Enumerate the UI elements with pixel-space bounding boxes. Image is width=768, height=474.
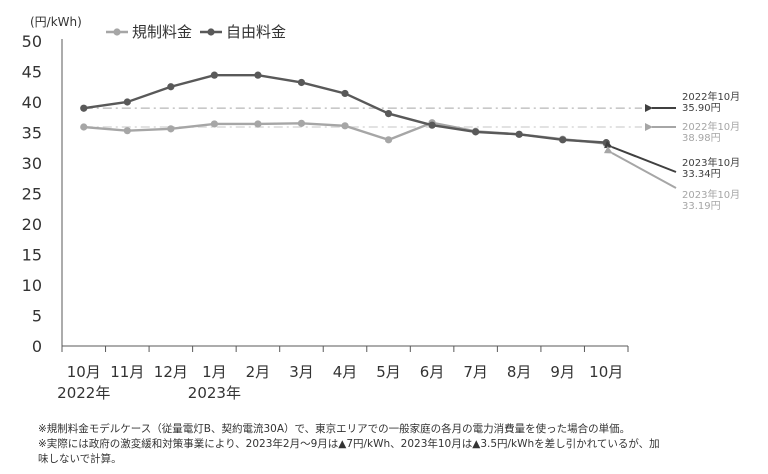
y-tick-label: 0: [32, 337, 42, 356]
y-tick-label: 40: [22, 93, 42, 112]
data-point-series-1: [428, 121, 436, 129]
x-tick-label: 6月: [420, 363, 445, 381]
legend-label-0: 規制料金: [132, 23, 192, 41]
annotation-label: 2022年10月: [682, 90, 740, 103]
x-tick-label: 5月: [376, 363, 401, 381]
data-point-series-1: [210, 71, 218, 79]
data-point-series-0: [297, 119, 306, 127]
y-tick-label: 45: [22, 63, 42, 82]
year-label: 2022年: [57, 384, 110, 402]
y-tick-label: 30: [22, 154, 42, 173]
x-tick-label: 12月: [154, 363, 188, 381]
legend-label-1: 自由料金: [226, 23, 286, 41]
annotation-value: 38.98円: [682, 133, 721, 144]
y-axis-label: (円/kWh): [30, 15, 82, 29]
x-tick-label: 10月: [67, 363, 101, 381]
legend-marker-1: [207, 28, 215, 36]
annotation-value: 33.34円: [682, 169, 721, 180]
x-tick-label: 11月: [110, 363, 144, 381]
y-tick-label: 35: [22, 124, 42, 143]
x-tick-label: 10月: [589, 363, 623, 381]
data-point-series-1: [341, 89, 349, 98]
data-point-series-1: [80, 104, 88, 112]
annotation-label: 2023年10月: [682, 156, 740, 169]
annotation-arrow: [604, 140, 677, 173]
x-tick-label: 4月: [333, 363, 358, 381]
data-point-series-1: [167, 83, 175, 91]
x-tick-label: 1月: [202, 363, 227, 381]
annotation-label: 2022年10月: [682, 120, 740, 133]
x-tick-label: 2月: [246, 363, 271, 381]
x-tick-label: 7月: [463, 363, 488, 381]
footnote-1: ※規制料金モデルケース（従量電灯B、契約電流30A）で、東京エリアでの一般家庭の…: [38, 423, 631, 435]
y-tick-label: 5: [32, 307, 42, 326]
data-point-series-1: [384, 109, 393, 118]
x-tick-label: 8月: [507, 363, 532, 381]
footnote-3: 味しないで計算。: [38, 453, 122, 465]
data-point-series-1: [515, 130, 523, 138]
data-point-series-0: [210, 120, 218, 128]
data-point-series-0: [80, 123, 88, 131]
footnote-2: ※実際には政府の激変緩和対策事業により、2023年2月～9月は▲7円/kWh、2…: [38, 438, 660, 450]
data-point-series-0: [341, 122, 349, 130]
data-point-series-0: [167, 125, 175, 133]
data-point-series-1: [123, 98, 131, 106]
data-point-series-1: [602, 139, 610, 147]
data-point-series-1: [297, 78, 306, 87]
annotation-value: 33.19円: [682, 201, 721, 212]
data-point-series-0: [123, 127, 131, 135]
y-tick-label: 10: [22, 276, 42, 295]
data-point-series-1: [472, 128, 480, 136]
year-label: 2023年: [188, 384, 241, 402]
y-tick-label: 25: [22, 185, 42, 204]
data-point-series-1: [559, 136, 567, 144]
data-point-series-0: [254, 120, 262, 128]
data-point-series-1: [254, 71, 262, 79]
x-tick-label: 3月: [289, 363, 314, 381]
annotation-arrow: [603, 146, 677, 189]
y-tick-label: 15: [22, 246, 42, 265]
annotation-value: 35.90円: [682, 103, 721, 114]
legend-marker-0: [113, 28, 121, 36]
y-tick-label: 50: [22, 32, 42, 51]
y-tick-label: 20: [22, 215, 42, 234]
annotation-label: 2023年10月: [682, 188, 740, 201]
data-point-series-0: [384, 136, 393, 144]
x-tick-label: 9月: [550, 363, 575, 381]
